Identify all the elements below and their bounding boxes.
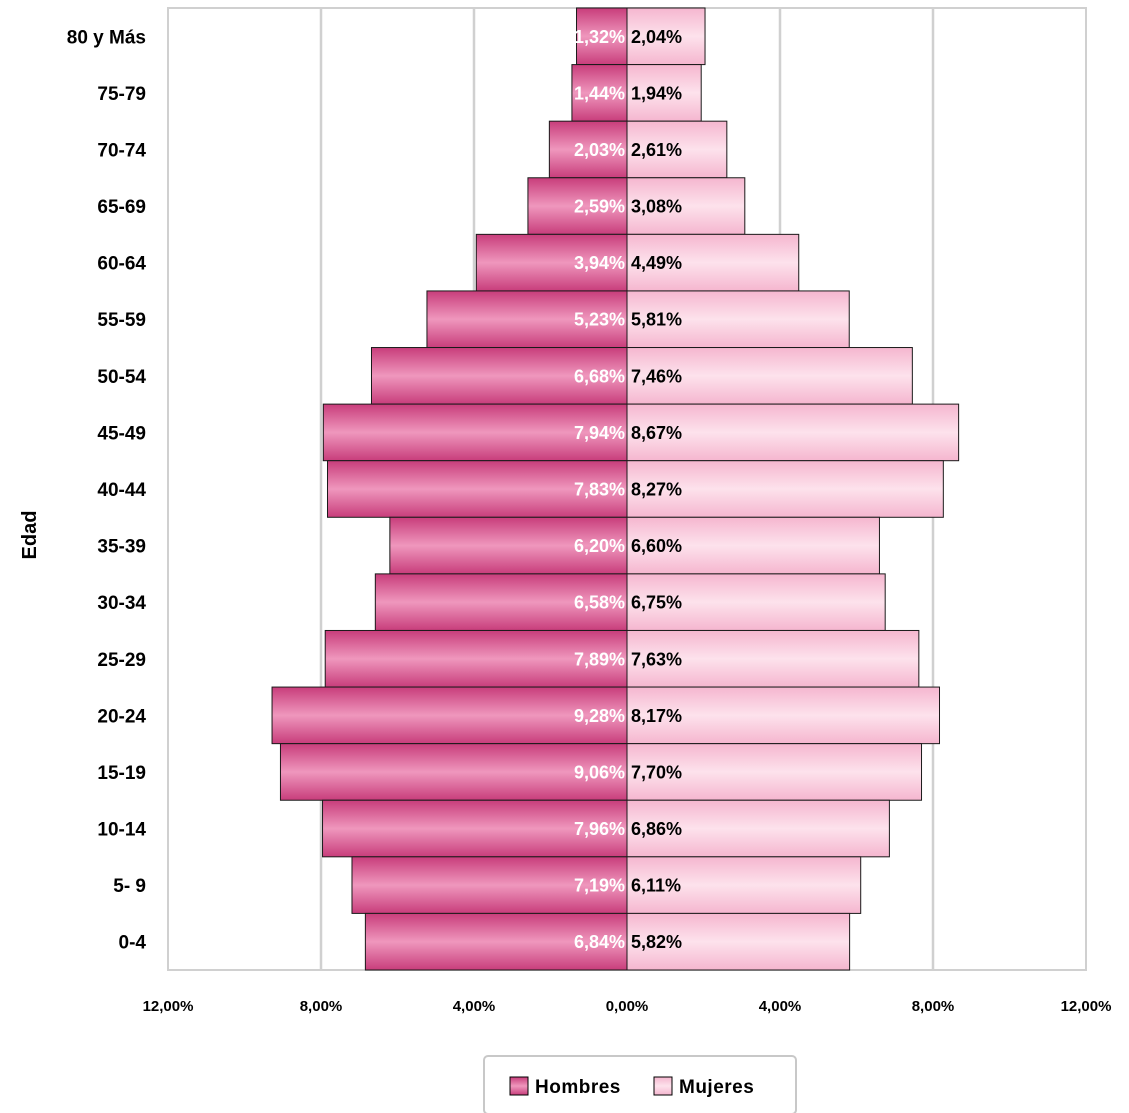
y-tick-label-1: 75-79: [97, 84, 146, 105]
y-tick-label-15: 5- 9: [113, 876, 146, 897]
bar-hombres-6: [370, 347, 628, 405]
y-tick-label-8: 40-44: [97, 480, 146, 501]
data-label-mujeres-10: 6,75%: [631, 593, 682, 613]
data-label-mujeres-9: 6,60%: [631, 536, 682, 556]
data-label-hombres-7: 7,94%: [574, 423, 625, 443]
bar-mujeres-6: [626, 347, 913, 405]
x-tick-label-4: 4,00%: [759, 998, 802, 1015]
legend: Hombres Mujeres: [483, 1055, 797, 1113]
data-label-hombres-13: 9,06%: [574, 762, 625, 782]
data-label-mujeres-8: 8,27%: [631, 480, 682, 500]
bar-mujeres-11: [626, 629, 920, 688]
legend-label-mujeres: Mujeres: [679, 1077, 754, 1098]
data-label-hombres-2: 2,03%: [574, 140, 625, 160]
bar-mujeres-1: [626, 64, 702, 122]
bar-mujeres-9: [626, 516, 880, 575]
legend-box: [483, 1055, 797, 1113]
bar-mujeres-7: [626, 403, 960, 462]
y-tick-label-3: 65-69: [97, 197, 146, 218]
data-label-hombres-11: 7,89%: [574, 649, 625, 669]
bar-hombres-4: [475, 233, 628, 292]
legend-label-hombres: Hombres: [535, 1077, 621, 1098]
data-label-mujeres-13: 7,70%: [631, 762, 682, 782]
bar-mujeres-16: [626, 912, 851, 971]
data-label-mujeres-16: 5,82%: [631, 932, 682, 952]
data-label-mujeres-4: 4,49%: [631, 253, 682, 273]
y-tick-label-11: 25-29: [97, 650, 146, 671]
bars: [271, 7, 960, 971]
y-tick-label-16: 0-4: [119, 933, 147, 954]
y-tick-label-5: 55-59: [97, 310, 146, 331]
bar-hombres-8: [327, 460, 628, 518]
bar-mujeres-14: [626, 799, 890, 858]
x-tick-labels: 12,00% 8,00% 4,00% 0,00% 4,00% 8,00% 12,00%: [143, 998, 1112, 1015]
y-tick-label-6: 50-54: [97, 367, 146, 388]
bar-mujeres-5: [626, 290, 850, 349]
data-label-hombres-9: 6,20%: [574, 536, 625, 556]
legend-swatch-mujeres: [653, 1076, 673, 1096]
data-label-mujeres-12: 8,17%: [631, 706, 682, 726]
bar-hombres-12: [271, 686, 628, 745]
data-label-mujeres-11: 7,63%: [631, 649, 682, 669]
data-label-hombres-8: 7,83%: [574, 480, 625, 500]
bar-mujeres-8: [626, 460, 944, 518]
bar-hombres-0: [576, 7, 628, 66]
x-tick-label-0: 12,00%: [143, 998, 194, 1015]
data-label-hombres-0: 1,32%: [574, 27, 625, 47]
x-tick-label-6: 12,00%: [1061, 998, 1112, 1015]
x-tick-label-1: 8,00%: [300, 998, 343, 1015]
data-label-mujeres-2: 2,61%: [631, 140, 682, 160]
data-label-hombres-6: 6,68%: [574, 366, 625, 386]
y-tick-label-0: 80 y Más: [67, 27, 146, 48]
bar-hombres-1: [571, 64, 628, 122]
data-label-mujeres-7: 8,67%: [631, 423, 682, 443]
data-label-mujeres-14: 6,86%: [631, 819, 682, 839]
x-tick-label-5: 8,00%: [912, 998, 955, 1015]
x-tick-label-3: 0,00%: [606, 998, 649, 1015]
bar-mujeres-10: [626, 573, 886, 631]
data-label-mujeres-15: 6,11%: [631, 876, 681, 896]
data-label-mujeres-5: 5,81%: [631, 310, 682, 330]
y-tick-label-10: 30-34: [97, 593, 146, 614]
bar-labels: 1,32% 2,04% 1,44% 1,94% 2,03% 2,61% 2,59% 3,08%…: [574, 27, 682, 952]
bar-hombres-14: [322, 799, 628, 858]
y-tick-label-14: 10-14: [97, 820, 146, 841]
data-label-hombres-5: 5,23%: [574, 310, 625, 330]
bar-hombres-11: [324, 629, 628, 688]
y-axis-label: Edad: [19, 511, 41, 560]
bar-mujeres-0: [626, 7, 706, 66]
data-label-hombres-16: 6,84%: [574, 932, 625, 952]
data-label-mujeres-1: 1,94%: [631, 83, 682, 103]
data-label-hombres-14: 7,96%: [574, 819, 625, 839]
bar-hombres-10: [374, 573, 628, 631]
x-tick-label-2: 4,00%: [453, 998, 496, 1015]
data-label-hombres-3: 2,59%: [574, 197, 625, 217]
data-label-mujeres-3: 3,08%: [631, 197, 682, 217]
data-label-hombres-1: 1,44%: [574, 83, 625, 103]
data-label-mujeres-0: 2,04%: [631, 27, 682, 47]
legend-swatch-hombres: [509, 1076, 529, 1096]
bar-hombres-7: [322, 403, 628, 462]
bar-mujeres-4: [626, 233, 800, 292]
data-label-hombres-12: 9,28%: [574, 706, 625, 726]
data-label-hombres-15: 7,19%: [574, 876, 625, 896]
bar-mujeres-12: [626, 686, 941, 745]
bar-mujeres-15: [626, 856, 862, 914]
y-tick-labels: 80 y Más 75-79 70-74 65-69 60-64 55-59 50-54 45…: [67, 27, 147, 953]
y-tick-label-12: 20-24: [97, 706, 146, 727]
y-tick-label-2: 70-74: [97, 140, 146, 161]
bar-hombres-9: [389, 516, 628, 575]
bar-hombres-5: [426, 290, 628, 349]
bar-mujeres-13: [626, 743, 923, 801]
data-label-mujeres-6: 7,46%: [631, 366, 682, 386]
data-label-hombres-4: 3,94%: [574, 253, 625, 273]
data-label-hombres-10: 6,58%: [574, 593, 625, 613]
y-tick-label-4: 60-64: [97, 254, 146, 275]
y-tick-label-9: 35-39: [97, 537, 146, 558]
y-tick-label-13: 15-19: [97, 763, 146, 784]
bar-mujeres-2: [626, 120, 728, 179]
y-tick-label-7: 45-49: [97, 423, 146, 444]
bar-hombres-2: [548, 120, 628, 179]
